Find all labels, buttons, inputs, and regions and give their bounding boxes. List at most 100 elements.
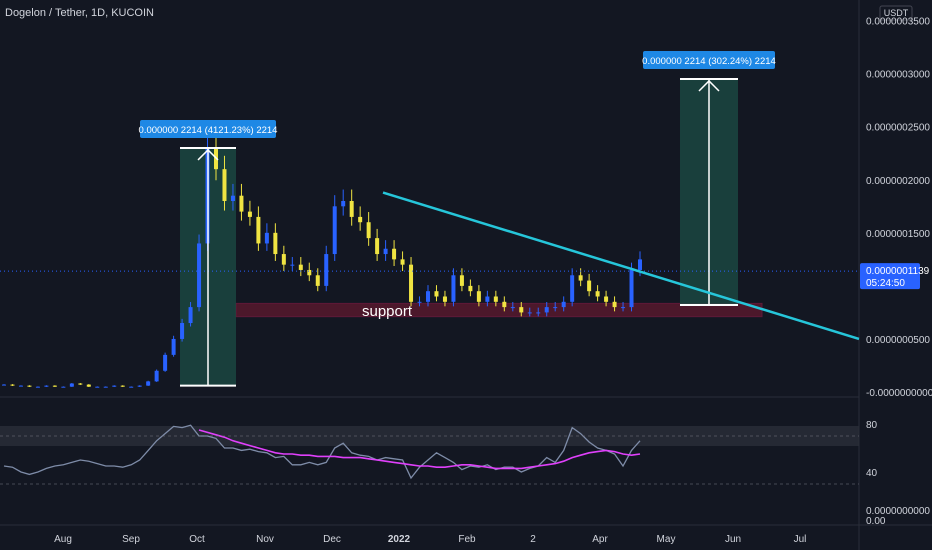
candle-body (61, 386, 66, 388)
price-tick-label: 0.0000003500 (866, 17, 930, 28)
measure-right-arrow-head (698, 79, 720, 92)
candle-body (536, 312, 541, 314)
candle-body (78, 383, 83, 385)
candle-body (256, 216, 261, 244)
x-tick-label: Oct (189, 534, 205, 545)
candle-body (375, 238, 380, 255)
candle-body (52, 385, 57, 387)
currency-badge[interactable]: USDT (879, 5, 913, 21)
candle-body (485, 296, 490, 302)
candle-body (527, 312, 532, 314)
candle-body (10, 384, 15, 386)
candle-body (27, 385, 32, 387)
x-tick-label: Apr (592, 534, 608, 545)
x-tick-label: Aug (54, 534, 72, 545)
candle-body (86, 384, 91, 387)
measure-right-label-bg (643, 50, 775, 69)
rsi-band (0, 426, 859, 446)
candle-body (171, 338, 176, 355)
candle-body (281, 254, 286, 265)
candle-body (349, 201, 354, 217)
candle-body (324, 254, 329, 286)
x-tick-label: 2022 (388, 534, 411, 545)
rsi-ma-line (198, 429, 641, 470)
candle-body (629, 269, 634, 308)
rsi-tick-label: 0.00 (866, 516, 886, 527)
candle-body (383, 248, 388, 255)
candle-body (273, 232, 278, 255)
measure-left-label-bg (140, 119, 276, 138)
x-tick-label: Jul (794, 534, 807, 545)
support-label: support (362, 303, 413, 320)
candle-body (307, 269, 312, 276)
candle-body (451, 275, 456, 302)
candle-body (434, 291, 439, 297)
price-tick-label: 0.0000002000 (866, 176, 930, 187)
x-tick-label: Nov (256, 534, 274, 545)
x-tick-label: Feb (458, 534, 476, 545)
candle-body (197, 243, 202, 308)
candle-body (146, 381, 151, 386)
last-price-label: 0.0000001139 (866, 266, 930, 277)
candle-body (129, 386, 134, 388)
price-tick-label: 0.0000003000 (866, 70, 930, 81)
candle-body (409, 264, 414, 302)
candle-body (298, 264, 303, 270)
currency-badge-label: USDT (884, 8, 909, 18)
candle-body (578, 275, 583, 281)
x-tick-label: Jun (725, 534, 741, 545)
price-tick-label: 0.0000001500 (866, 229, 930, 240)
rsi-lines (0, 424, 859, 485)
candle-body (120, 385, 125, 387)
candle-body (35, 386, 40, 388)
candle-body (519, 307, 524, 313)
axes: 0.0000003500 0.0000003000 0.0000002500 0.00… (54, 17, 932, 545)
candle-body (180, 323, 185, 339)
candle-body (95, 386, 100, 388)
measure-left-arrow-head (197, 148, 219, 161)
descending-trendline (382, 191, 860, 341)
candle-body (612, 301, 617, 308)
candle-body (154, 370, 159, 382)
candle-body (112, 385, 117, 387)
candle-body (595, 291, 600, 297)
candle-body (426, 291, 430, 302)
candle-body (332, 206, 337, 255)
candle-body (247, 211, 252, 217)
candle-body (570, 275, 575, 302)
candle-body (417, 301, 422, 303)
rsi-tick-label: 40 (866, 468, 878, 479)
price-tick-label: -0.0000000000 (866, 388, 932, 399)
candle-body (468, 285, 473, 292)
rsi-tick-label: 80 (866, 420, 878, 431)
candle-body (2, 384, 6, 386)
x-tick-label: Sep (122, 534, 140, 545)
rsi-axis-bottom-label: 0.0000000000 (866, 506, 930, 517)
candle-body (638, 259, 642, 270)
price-candles (2, 133, 642, 388)
last-price-badge (860, 263, 920, 290)
candle-body (230, 195, 235, 201)
candle-body (44, 385, 49, 387)
candle-body (315, 275, 320, 286)
candle-body (188, 307, 193, 324)
x-tick-label: 2 (530, 534, 536, 545)
candle-body (400, 259, 405, 265)
candle-body (239, 195, 244, 212)
measure-left-label: 0.000000 2214 (4121.23%) 2214 (139, 125, 278, 136)
candle-body (544, 307, 549, 313)
candle-body (222, 169, 227, 201)
candle-body (442, 296, 447, 302)
candle-body (621, 307, 626, 309)
candle-body (561, 301, 566, 308)
candle-body (553, 307, 558, 309)
countdown-label: 05:24:50 (866, 278, 905, 289)
price-tick-label: 0.0000000500 (866, 335, 930, 346)
symbol-title[interactable]: Dogelon / Tether, 1D, KUCOIN (5, 7, 154, 19)
x-tick-label: May (657, 534, 676, 545)
x-tick-label: Dec (323, 534, 341, 545)
candle-body (587, 280, 592, 292)
